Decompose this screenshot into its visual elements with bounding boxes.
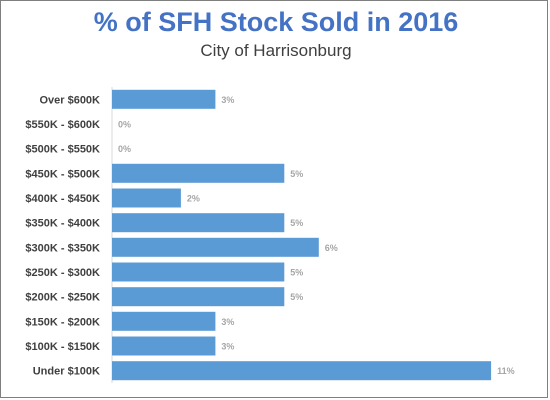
category-label: $200K - $250K (25, 292, 100, 304)
bar (112, 336, 216, 356)
chart-subtitle: City of Harrisonburg (200, 41, 352, 60)
bar (112, 188, 181, 208)
bar (112, 262, 285, 282)
data-labels-group: 3% 0% 0% 5% 2% 5% 6% 5% 5% 3% 3% 11% (118, 95, 515, 376)
data-label: 3% (221, 342, 234, 352)
bar (112, 361, 492, 381)
data-label: 2% (187, 194, 200, 204)
bar (112, 311, 216, 331)
chart-title: % of SFH Stock Sold in 2016 (93, 7, 459, 37)
data-label: 0% (118, 144, 131, 154)
category-label: $250K - $300K (25, 267, 100, 279)
data-label: 5% (290, 292, 303, 302)
data-label: 5% (290, 218, 303, 228)
data-label: 0% (118, 120, 131, 130)
category-label: $100K - $150K (25, 341, 100, 353)
data-label: 11% (497, 366, 515, 376)
bar (112, 213, 285, 233)
bar (112, 287, 285, 307)
category-label: $400K - $450K (25, 193, 100, 205)
category-label: $550K - $600K (25, 119, 100, 131)
category-label: $150K - $200K (25, 316, 100, 328)
data-label: 3% (221, 95, 234, 105)
data-label: 5% (290, 169, 303, 179)
bar (112, 89, 216, 109)
category-labels-group: Over $600K $550K - $600K $500K - $550K $450… (25, 94, 100, 377)
bar (112, 237, 319, 257)
category-label: Under $100K (33, 366, 100, 378)
category-label: $500K - $550K (25, 144, 100, 156)
bar (112, 163, 285, 183)
category-label: $450K - $500K (25, 168, 100, 180)
data-label: 3% (221, 317, 234, 327)
bars-group (112, 89, 492, 381)
data-label: 6% (325, 243, 338, 253)
category-label: Over $600K (39, 94, 100, 106)
data-label: 5% (290, 268, 303, 278)
category-label: $350K - $400K (25, 218, 100, 230)
category-label: $300K - $350K (25, 242, 100, 254)
